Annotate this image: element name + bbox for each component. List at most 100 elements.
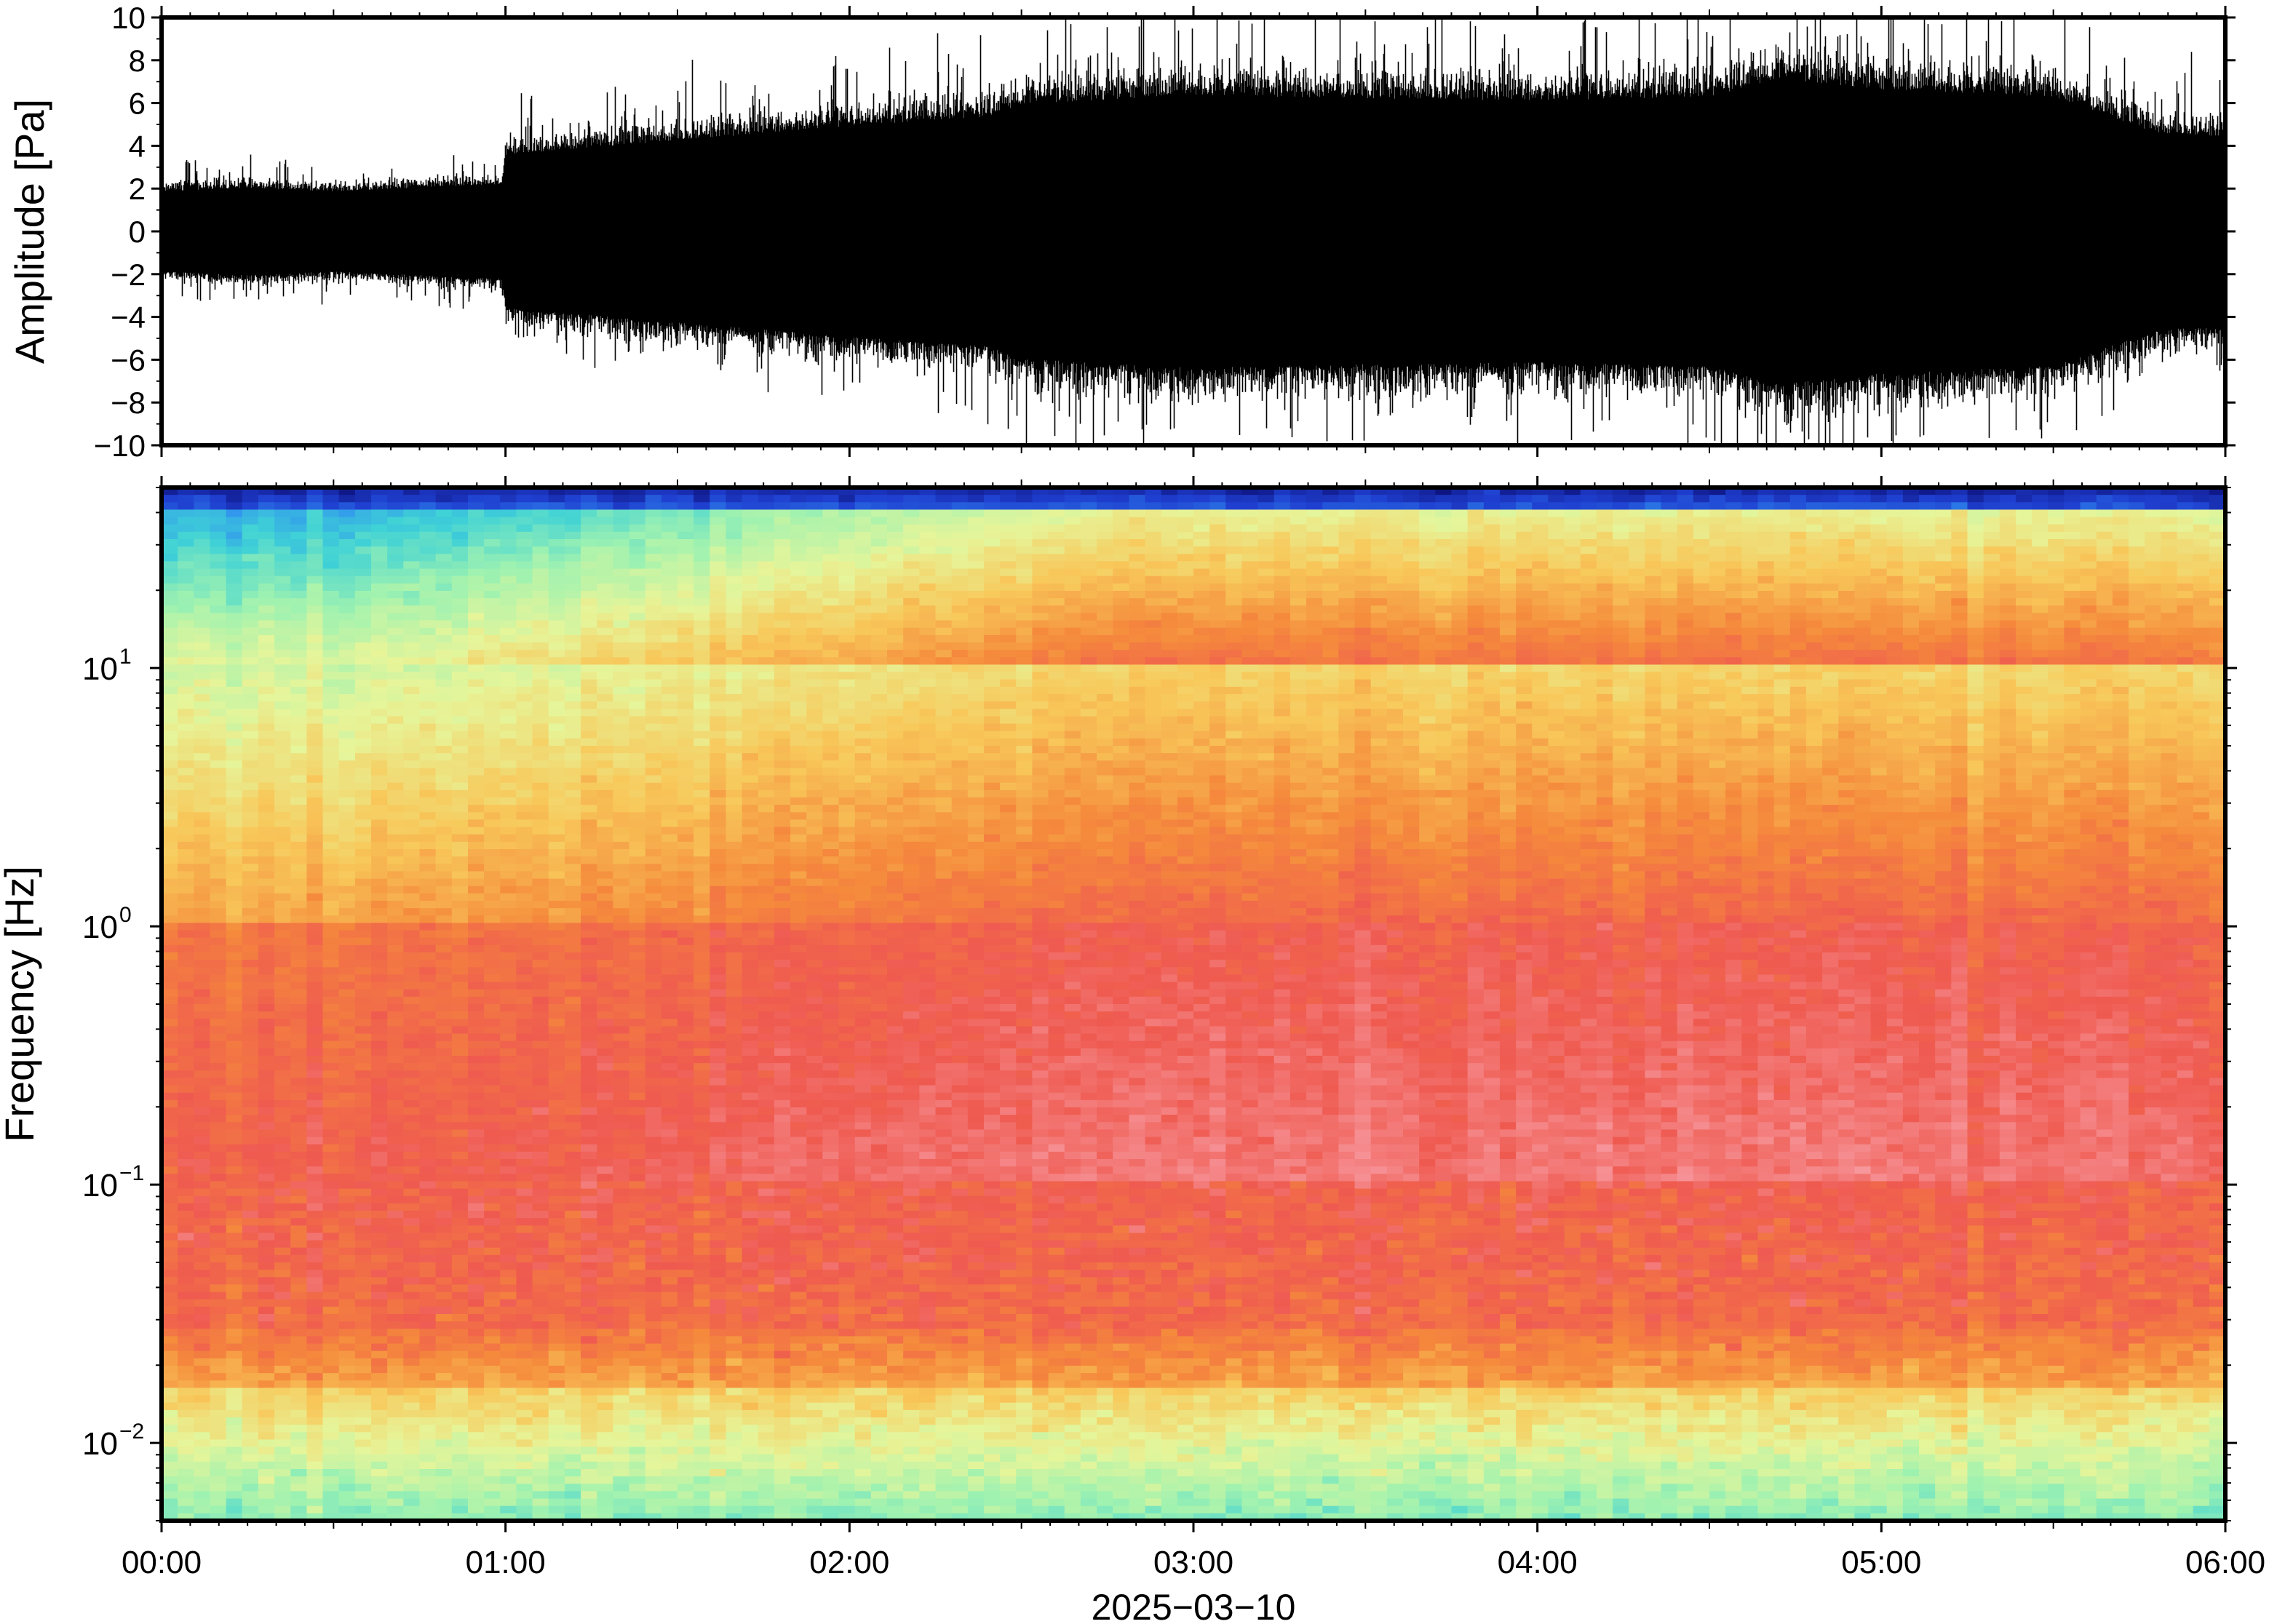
spectrogram-cell [597, 1070, 613, 1079]
spectrogram-cell [258, 620, 275, 629]
spectrogram-cell [322, 1004, 340, 1012]
spectrogram-cell [548, 517, 565, 525]
spectrogram-cell [581, 1211, 597, 1219]
spectrogram-cell [178, 760, 194, 769]
spectrogram-cell [371, 1469, 388, 1477]
spectrogram-cell [274, 982, 291, 990]
spectrogram-cell [226, 930, 243, 939]
spectrogram-cell [613, 923, 630, 931]
spectrogram-cell [371, 1218, 388, 1226]
spectrogram-cell [371, 878, 388, 887]
spectrogram-cell [532, 1505, 549, 1514]
spectrogram-cell [226, 782, 243, 791]
spectrogram-cell [306, 642, 324, 650]
spectrogram-cell [484, 1270, 501, 1278]
spectrogram-cell [613, 583, 630, 592]
spectrogram-cell [435, 1350, 453, 1359]
spectrogram-cell [467, 827, 485, 835]
spectrogram-cell [500, 517, 517, 525]
spectrogram-cell [500, 1048, 517, 1056]
spectrogram-cell [435, 716, 453, 725]
spectrogram-cell [613, 1181, 630, 1190]
amplitude-tick-label: 8 [129, 44, 146, 78]
spectrogram-cell [677, 1432, 694, 1441]
spectrogram-cell [419, 908, 437, 916]
spectrogram-cell [581, 760, 597, 769]
spectrogram-cell [629, 1417, 646, 1425]
spectrogram-cell [435, 1151, 453, 1160]
spectrogram-cell [290, 546, 308, 554]
spectrogram-cell [467, 1159, 485, 1167]
spectrogram-cell [371, 885, 388, 894]
spectrogram-cell [581, 885, 597, 894]
spectrogram-cell [210, 531, 227, 540]
spectrogram-cell [484, 1336, 501, 1345]
spectrogram-cell [403, 1004, 421, 1012]
spectrogram-cell [242, 834, 259, 843]
spectrogram-cell [564, 1491, 581, 1500]
spectrogram-cell [645, 1203, 662, 1211]
spectrogram-cell [548, 1299, 565, 1307]
spectrogram-cell [242, 1254, 259, 1263]
spectrogram-cell [661, 1314, 678, 1322]
spectrogram-cell [677, 1358, 694, 1366]
spectrogram-cell [354, 568, 372, 577]
spectrogram-cell [162, 1350, 178, 1359]
spectrogram-cell [322, 1195, 340, 1204]
spectrogram-cell [419, 502, 437, 511]
spectrogram-cell [484, 871, 501, 880]
spectrogram-cell [306, 1026, 324, 1035]
spectrogram-cell [387, 613, 404, 621]
spectrogram-cell [548, 1048, 565, 1056]
spectrogram-cell [532, 923, 549, 931]
spectrogram-cell [467, 1284, 485, 1293]
spectrogram-cell [178, 1402, 194, 1411]
spectrogram-cell [162, 1166, 178, 1174]
spectrogram-cell [564, 598, 581, 606]
spectrogram-cell [548, 864, 565, 872]
spectrogram-cell [581, 1373, 597, 1381]
spectrogram-cell [597, 679, 613, 688]
spectrogram-cell [419, 686, 437, 695]
spectrogram-cell [371, 1203, 388, 1211]
spectrogram-cell [613, 805, 630, 813]
spectrogram-cell [354, 1225, 372, 1234]
spectrogram-cell [645, 554, 662, 562]
spectrogram-cell [564, 1454, 581, 1462]
spectrogram-cell [226, 1151, 243, 1160]
spectrogram-cell [306, 1033, 324, 1042]
spectrogram-cell [290, 1409, 308, 1418]
spectrogram-cell [516, 1454, 533, 1462]
spectrogram-cell [290, 1122, 308, 1131]
spectrogram-cell [226, 1432, 243, 1441]
spectrogram-cell [484, 1417, 501, 1425]
spectrogram-cell [178, 738, 194, 747]
spectrogram-cell [354, 1476, 372, 1484]
spectrogram-cell [516, 893, 533, 901]
spectrogram-cell [306, 937, 324, 946]
spectrogram-cell [613, 694, 630, 702]
spectrogram-cell [694, 1033, 710, 1042]
spectrogram-cell [645, 1277, 662, 1286]
spectrogram-cell [629, 1262, 646, 1270]
spectrogram-cell [677, 856, 694, 864]
spectrogram-cell [564, 1211, 581, 1219]
spectrogram-cell [548, 605, 565, 614]
spectrogram-cell [194, 546, 211, 554]
spectrogram-cell [629, 1469, 646, 1477]
spectrogram-cell [677, 1270, 694, 1278]
spectrogram-cell [597, 738, 613, 747]
spectrogram-cell [613, 841, 630, 850]
spectrogram-cell [548, 1218, 565, 1226]
spectrogram-cell [274, 738, 291, 747]
spectrogram-cell [467, 686, 485, 695]
spectrogram-cell [597, 937, 613, 946]
spectrogram-cell [274, 1240, 291, 1249]
spectrogram-cell [645, 1262, 662, 1270]
spectrogram-cell [500, 753, 517, 761]
spectrogram-cell [677, 1122, 694, 1131]
spectrogram-cell [371, 864, 388, 872]
spectrogram-cell [387, 1218, 404, 1226]
spectrogram-cell [162, 1299, 178, 1307]
spectrogram-cell [451, 1270, 469, 1278]
